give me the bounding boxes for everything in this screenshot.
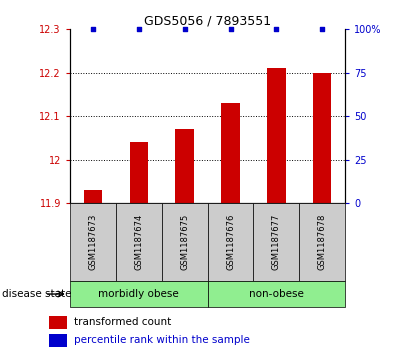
Text: percentile rank within the sample: percentile rank within the sample (74, 335, 250, 346)
Point (273, 26, 279, 32)
Text: morbidly obese: morbidly obese (98, 289, 179, 299)
Text: GSM1187676: GSM1187676 (226, 214, 235, 270)
FancyBboxPatch shape (70, 203, 116, 281)
FancyBboxPatch shape (208, 281, 345, 307)
Text: GSM1187673: GSM1187673 (88, 214, 97, 270)
Bar (267, 68, 286, 203)
Point (90, 26, 96, 32)
FancyBboxPatch shape (208, 203, 254, 281)
Point (227, 26, 234, 32)
Text: GSM1187678: GSM1187678 (318, 214, 327, 270)
Bar (222, 103, 240, 203)
Point (319, 26, 326, 32)
Bar (175, 129, 194, 203)
Point (136, 26, 142, 32)
Bar (84, 190, 102, 203)
Bar (129, 142, 148, 203)
FancyBboxPatch shape (162, 203, 208, 281)
Text: non-obese: non-obese (249, 289, 304, 299)
Text: disease state: disease state (2, 289, 72, 299)
FancyBboxPatch shape (116, 203, 162, 281)
Bar (49, 316, 67, 329)
FancyBboxPatch shape (70, 281, 208, 307)
Title: GDS5056 / 7893551: GDS5056 / 7893551 (144, 15, 271, 28)
Bar (313, 73, 331, 203)
Text: GSM1187674: GSM1187674 (134, 214, 143, 270)
Point (181, 26, 188, 32)
Bar (49, 334, 67, 347)
Text: GSM1187677: GSM1187677 (272, 214, 281, 270)
FancyBboxPatch shape (254, 203, 299, 281)
Text: transformed count: transformed count (74, 317, 171, 327)
FancyBboxPatch shape (299, 203, 345, 281)
Text: GSM1187675: GSM1187675 (180, 214, 189, 270)
